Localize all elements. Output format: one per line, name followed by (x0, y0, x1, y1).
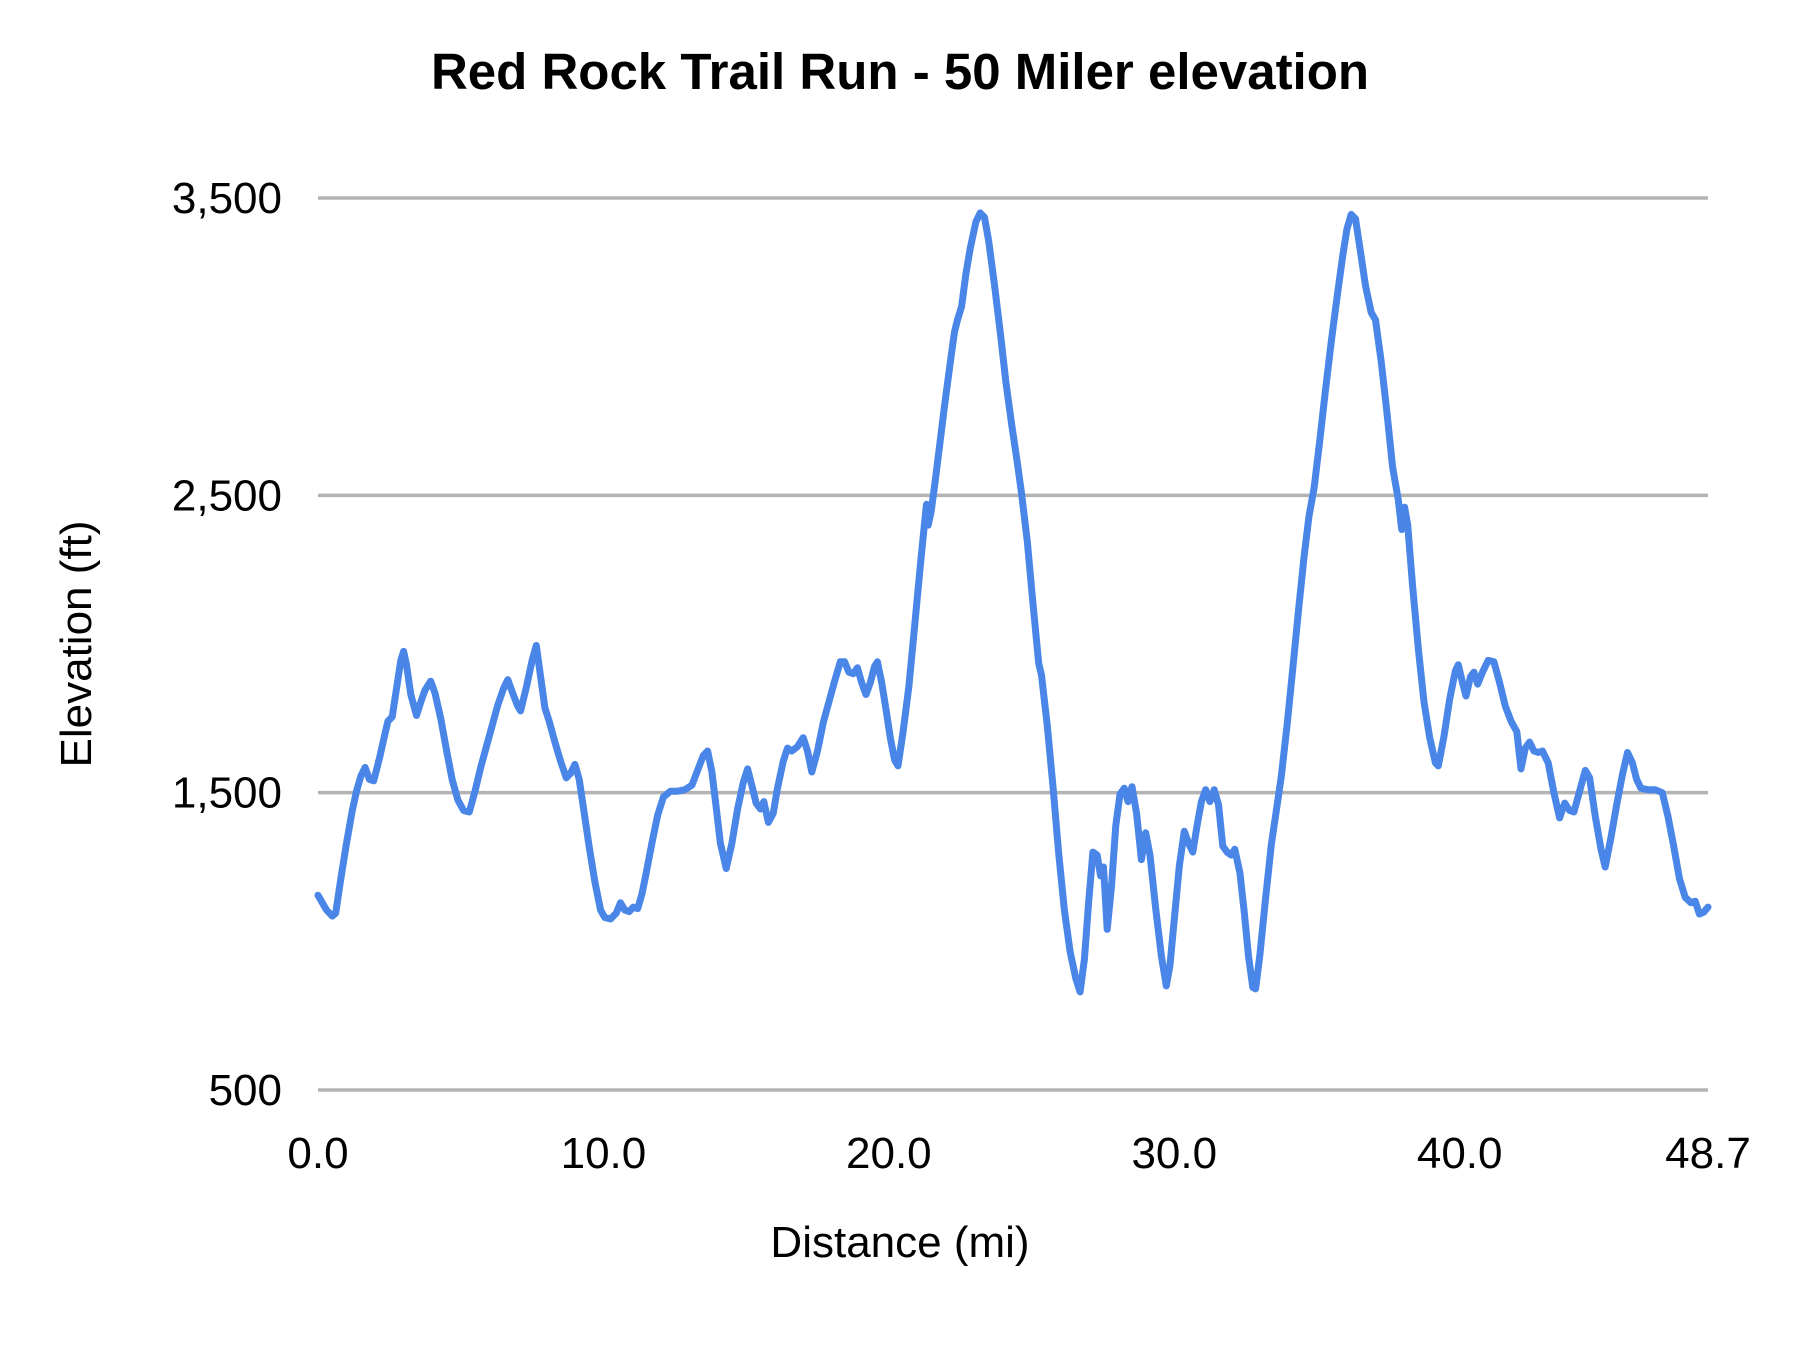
y-tick-label: 1,500 (172, 769, 282, 818)
x-axis-title: Distance (mi) (770, 1218, 1030, 1267)
elevation-line (314, 209, 1712, 996)
x-tick-label: 30.0 (1131, 1129, 1217, 1178)
x-tick-label: 40.0 (1417, 1129, 1503, 1178)
x-tick-label: 0.0 (287, 1129, 348, 1178)
x-tick-label: 48.7 (1665, 1129, 1751, 1178)
y-tick-label: 2,500 (172, 471, 282, 520)
x-tick-label: 20.0 (846, 1129, 932, 1178)
y-tick-label: 3,500 (172, 174, 282, 223)
y-tick-label: 500 (209, 1066, 282, 1115)
chart-title: Red Rock Trail Run - 50 Miler elevation (430, 43, 1370, 100)
x-tick-label: 10.0 (561, 1129, 647, 1178)
gridlines (318, 196, 1708, 1092)
x-tick-labels: 0.0 10.0 20.0 30.0 40.0 48.7 (287, 1129, 1750, 1178)
y-tick-labels: 500 1,500 2,500 3,500 (172, 174, 282, 1115)
